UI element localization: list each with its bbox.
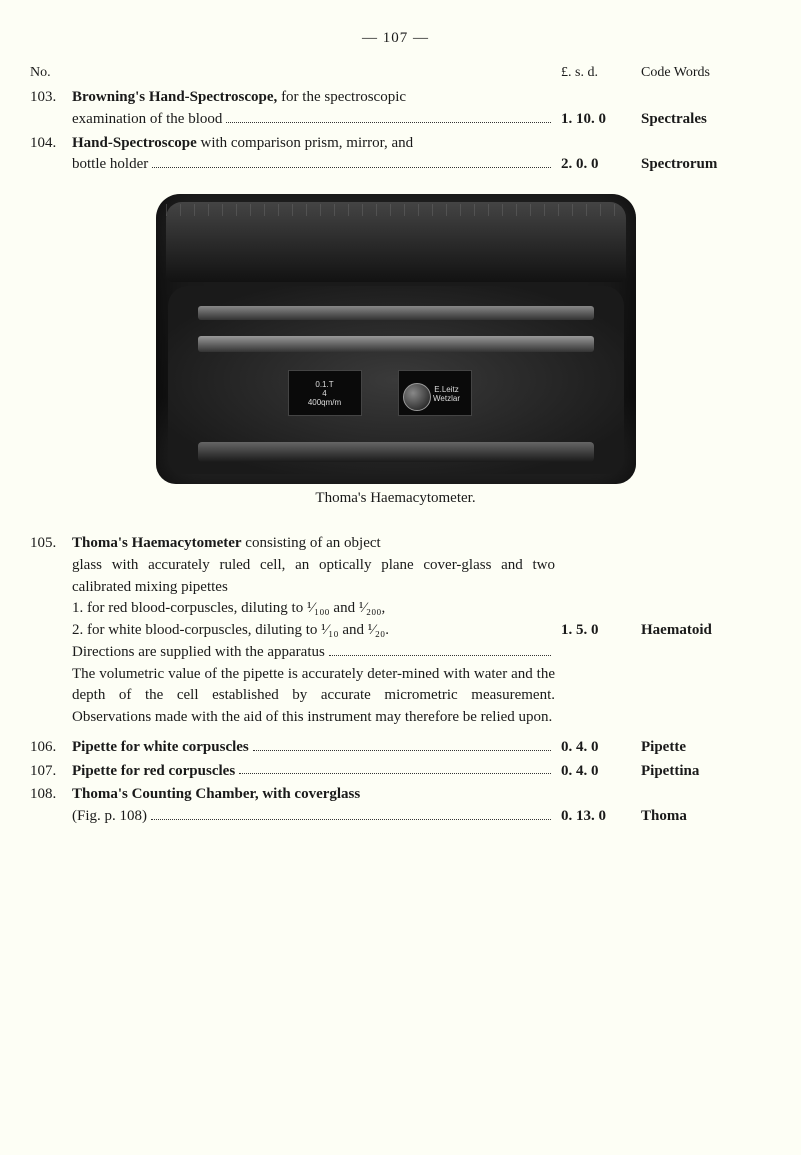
entry-text: bottle holder <box>72 154 148 176</box>
entry-code: Haematoid <box>641 533 761 729</box>
price-value: 1. 5. 0 <box>561 620 599 642</box>
entry-text: The volumetric value of the pipette is a… <box>72 664 555 729</box>
entry-number: 103. <box>30 87 72 109</box>
entry-code: Spectrorum <box>641 154 761 176</box>
entry-number: 105. <box>30 533 72 555</box>
entry-code: Spectrales <box>641 109 761 131</box>
label-box: E.Leitz Wetzlar <box>398 370 472 416</box>
case-lid <box>166 202 626 282</box>
entry-text: glass with accurately ruled cell, an opt… <box>72 555 555 599</box>
entry-title: Thoma's Haemacytometer <box>72 535 242 551</box>
label-text: 4 <box>322 389 326 398</box>
entry-text: consisting of an object <box>242 535 381 551</box>
col-header-code: Code Words <box>641 65 761 81</box>
fraction: ¹⁄₁₀ <box>321 622 338 638</box>
entry-number: 104. <box>30 133 72 155</box>
entry-price: 1. 10. 0 <box>561 109 641 131</box>
label-text: 0.1.T <box>315 380 333 389</box>
entry-text: 1. for red blood-corpuscles, diluting to <box>72 600 307 616</box>
figure-caption: Thoma's Haemacytometer. <box>30 490 761 507</box>
catalog-entry: 108. Thoma's Counting Chamber, with cove… <box>30 784 761 828</box>
fraction: ¹⁄₂₀ <box>368 622 385 638</box>
fraction: ¹⁄₁₀₀ <box>307 600 330 616</box>
entry-code: Pipettina <box>641 761 761 783</box>
entry-code: Pipette <box>641 737 761 759</box>
leader-dots <box>329 654 551 656</box>
figure: 0.1.T 4 400qm/m E.Leitz Wetzlar Thoma's … <box>30 194 761 507</box>
figure-image: 0.1.T 4 400qm/m E.Leitz Wetzlar <box>156 194 636 484</box>
entry-price: 0. 4. 0 <box>561 761 641 783</box>
pipette-shape <box>198 336 594 352</box>
entry-title: Pipette for red corpuscles <box>72 761 235 783</box>
leader-dots <box>239 772 551 774</box>
entry-title: Browning's Hand-Spectroscope, <box>72 89 277 105</box>
pipette-shape <box>198 306 594 320</box>
entry-title: Hand-Spectroscope <box>72 135 197 151</box>
entry-text: for the spectroscopic <box>277 89 406 105</box>
leader-dots <box>151 818 551 820</box>
leader-dots <box>253 749 551 751</box>
label-text: E.Leitz <box>433 385 460 394</box>
case-body: 0.1.T 4 400qm/m E.Leitz Wetzlar <box>168 286 624 474</box>
entry-price: 1. 5. 0 <box>561 533 641 729</box>
code-value: Haematoid <box>641 620 712 642</box>
catalog-entry: 104. Hand-Spectroscope with comparison p… <box>30 133 761 177</box>
entry-number: 107. <box>30 761 72 783</box>
entry-text: . <box>385 622 389 638</box>
catalog-entry: 107. Pipette for red corpuscles 0. 4. 0 … <box>30 761 761 783</box>
entry-text: Directions are supplied with the apparat… <box>72 642 325 664</box>
col-header-price: £. s. d. <box>561 65 641 81</box>
entry-text: , <box>382 600 386 616</box>
entry-title: Pipette for white corpuscles <box>72 737 249 759</box>
entry-text: (Fig. p. 108) <box>72 806 147 828</box>
fraction: ¹⁄₂₀₀ <box>359 600 382 616</box>
page-number: — 107 — <box>30 30 761 47</box>
lens-icon <box>403 383 431 411</box>
entry-text: 2. for white blood-corpuscles, diluting … <box>72 622 321 638</box>
catalog-entry: 105. Thoma's Haemacytometer consisting o… <box>30 533 761 729</box>
leader-dots <box>226 121 551 123</box>
label-text: Wetzlar <box>433 394 460 403</box>
entry-text: with comparison prism, mirror, and <box>197 135 413 151</box>
entry-code: Thoma <box>641 806 761 828</box>
col-header-no: No. <box>30 65 72 81</box>
entry-price: 0. 4. 0 <box>561 737 641 759</box>
label-box: 0.1.T 4 400qm/m <box>288 370 362 416</box>
bottom-bar <box>198 442 594 462</box>
entry-price: 2. 0. 0 <box>561 154 641 176</box>
entry-number: 106. <box>30 737 72 759</box>
entry-text: examination of the blood <box>72 109 222 131</box>
entry-number: 108. <box>30 784 72 806</box>
entry-title: Thoma's Counting Chamber, with coverglas… <box>72 786 360 802</box>
entry-text: and <box>339 622 368 638</box>
entry-text: and <box>330 600 359 616</box>
catalog-entry: 103. Browning's Hand-Spectroscope, for t… <box>30 87 761 131</box>
leader-dots <box>152 166 551 168</box>
catalog-entry: 106. Pipette for white corpuscles 0. 4. … <box>30 737 761 759</box>
entry-price: 0. 13. 0 <box>561 806 641 828</box>
label-text: 400qm/m <box>308 398 341 407</box>
